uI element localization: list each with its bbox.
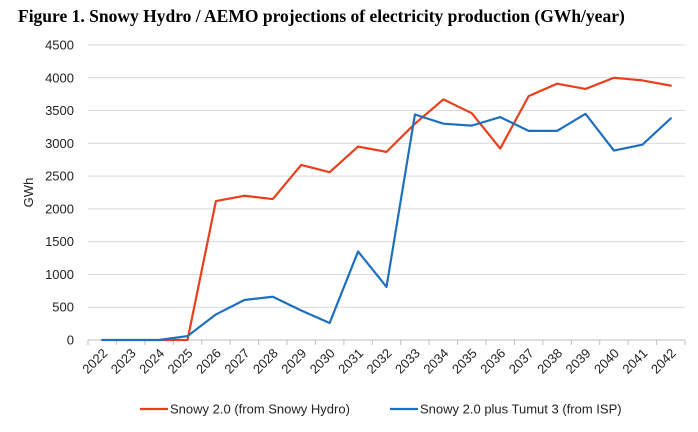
- y-tick-label: 4500: [45, 38, 74, 53]
- legend-label-1: Snowy 2.0 (from Snowy Hydro): [170, 402, 350, 417]
- y-tick-label: 500: [52, 300, 74, 315]
- chart-title: Figure 1. Snowy Hydro / AEMO projections…: [18, 6, 625, 26]
- y-tick-label: 4000: [45, 70, 74, 85]
- x-tick-label: 2035: [449, 346, 480, 377]
- y-tick-label: 1500: [45, 234, 74, 249]
- y-tick-label: 1000: [45, 267, 74, 282]
- x-tick-label: 2026: [193, 346, 224, 377]
- x-tick-label: 2038: [534, 346, 565, 377]
- series-line-2: [101, 112, 672, 342]
- x-tick-label: 2041: [619, 346, 650, 377]
- x-tick-label: 2040: [591, 346, 622, 377]
- y-tick-label: 3500: [45, 103, 74, 118]
- y-tick-label: 2500: [45, 169, 74, 184]
- x-tick-label: 2027: [221, 346, 252, 377]
- x-tick-label: 2037: [506, 346, 537, 377]
- x-tick-label: 2039: [563, 346, 594, 377]
- x-tick-label: 2024: [136, 346, 167, 377]
- x-tick-label: 2036: [477, 346, 508, 377]
- x-tick-label: 2030: [307, 346, 338, 377]
- y-tick-label: 2000: [45, 201, 74, 216]
- x-tick-label: 2022: [79, 346, 110, 377]
- x-tick-label: 2023: [108, 346, 139, 377]
- x-tick-label: 2031: [335, 346, 366, 377]
- series-line-1: [157, 76, 672, 342]
- y-tick-label: 3000: [45, 136, 74, 151]
- x-tick-label: 2033: [392, 346, 423, 377]
- x-tick-label: 2042: [648, 346, 679, 377]
- y-axis-label: GWh: [21, 178, 36, 208]
- x-tick-label: 2025: [165, 346, 196, 377]
- x-tick-label: 2034: [420, 346, 451, 377]
- x-tick-label: 2029: [278, 346, 309, 377]
- x-tick-label: 2032: [364, 346, 395, 377]
- legend-label-2: Snowy 2.0 plus Tumut 3 (from ISP): [420, 402, 622, 417]
- x-tick-label: 2028: [250, 346, 281, 377]
- y-tick-label: 0: [67, 333, 74, 348]
